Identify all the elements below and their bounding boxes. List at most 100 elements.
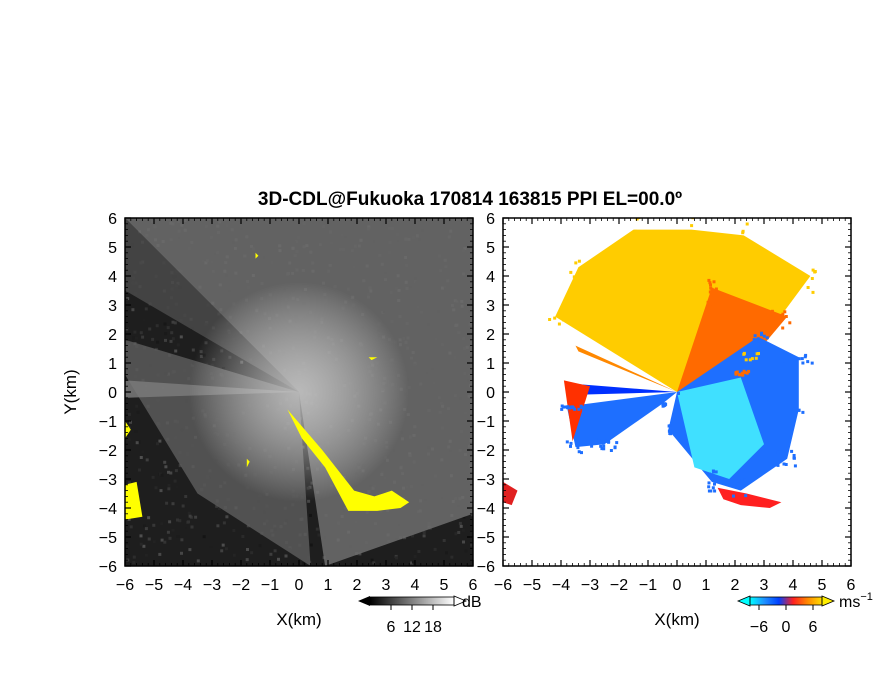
noise-pixel xyxy=(232,553,236,557)
noise-pixel xyxy=(125,327,129,331)
noise-pixel xyxy=(136,474,140,478)
noise-pixel xyxy=(141,335,145,339)
velocity-speck xyxy=(613,445,617,449)
right-colorbar-low-arrow xyxy=(736,595,751,607)
velocity-speck xyxy=(569,270,573,274)
ytick-label: −3 xyxy=(99,472,117,489)
noise-pixel xyxy=(175,485,179,489)
velocity-speck xyxy=(708,472,712,476)
noise-pixel xyxy=(220,549,224,553)
ytick-label: 3 xyxy=(486,298,495,315)
noise-pixel xyxy=(131,336,135,340)
velocity-speck xyxy=(668,429,672,432)
xtick-label: 5 xyxy=(440,577,449,594)
ytick-label: −6 xyxy=(477,559,495,576)
noise-pixel xyxy=(176,518,179,522)
ytick-label: −5 xyxy=(477,530,495,547)
velocity-speck xyxy=(760,331,764,335)
velocity-speck xyxy=(577,407,581,411)
velocity-speck xyxy=(753,334,757,338)
velocity-speck xyxy=(752,338,756,342)
left-colorbar-low-arrow xyxy=(358,596,370,606)
velocity-speck xyxy=(713,482,716,486)
velocity-speck xyxy=(781,312,785,316)
xtick-label: 6 xyxy=(469,577,478,594)
noise-pixel xyxy=(470,543,473,547)
velocity-speck xyxy=(573,282,577,286)
noise-pixel xyxy=(152,523,156,527)
noise-pixel xyxy=(411,534,414,538)
velocity-speck xyxy=(580,451,583,455)
noise-pixel xyxy=(273,549,277,553)
noise-pixel xyxy=(457,531,461,534)
velocity-speck xyxy=(800,357,804,361)
noise-pixel xyxy=(168,536,172,540)
noise-pixel xyxy=(269,552,273,556)
velocity-speck xyxy=(791,291,795,295)
noise-pixel xyxy=(169,471,173,475)
velocity-speck xyxy=(757,352,760,355)
chart-title: 3D-CDL@Fukuoka 170814 163815 PPI EL=00.0… xyxy=(258,189,682,210)
ytick-label: −2 xyxy=(477,443,495,460)
velocity-speck xyxy=(811,290,815,294)
noise-pixel xyxy=(422,534,426,538)
noise-pixel xyxy=(141,450,145,454)
noise-pixel xyxy=(135,404,139,408)
noise-pixel xyxy=(166,530,170,534)
noise-pixel xyxy=(171,320,175,324)
left-panel: −6 −5 −4 −3 −2 −1 0 1 2 3 4 5 6 −6 −5 −4 −3 −2 −1 0 1 2 3 4 5 6 X… xyxy=(61,211,478,629)
noise-pixel xyxy=(147,516,151,520)
xtick-label: 3 xyxy=(382,577,391,594)
xtick-label: −4 xyxy=(174,577,192,594)
noise-pixel xyxy=(164,465,168,469)
xtick-label: −3 xyxy=(203,577,221,594)
noise-pixel xyxy=(171,528,175,532)
noise-pixel xyxy=(139,542,143,546)
noise-pixel xyxy=(135,441,139,445)
velocity-speck xyxy=(735,370,739,374)
velocity-speck xyxy=(770,309,774,313)
velocity-speck xyxy=(771,324,775,328)
velocity-speck xyxy=(743,371,747,374)
noise-pixel xyxy=(137,440,141,444)
noise-pixel xyxy=(358,552,362,556)
noise-pixel xyxy=(132,560,136,564)
xtick-label: −2 xyxy=(232,577,250,594)
xtick-label: −1 xyxy=(261,577,279,594)
ytick-label: 0 xyxy=(486,385,495,402)
noise-pixel xyxy=(178,464,182,468)
noise-pixel xyxy=(144,527,148,531)
xtick-label: −5 xyxy=(523,577,541,594)
ytick-label: 6 xyxy=(108,211,117,228)
velocity-speck xyxy=(690,224,694,228)
velocity-speck xyxy=(707,489,711,493)
left-axis-ticks: −6 −5 −4 −3 −2 −1 0 1 2 3 4 5 6 −6 −5 −4 −3 −2 −1 0 1 2 3 4 5 6 xyxy=(99,211,478,594)
velocity-speck xyxy=(741,231,745,235)
velocity-speck xyxy=(707,278,711,282)
ytick-label: 1 xyxy=(486,356,495,373)
noise-pixel xyxy=(167,487,171,491)
noise-pixel xyxy=(232,529,236,532)
velocity-speck xyxy=(784,315,788,318)
velocity-speck xyxy=(560,407,564,411)
noise-pixel xyxy=(158,552,162,556)
noise-pixel xyxy=(166,326,170,330)
velocity-speck xyxy=(633,240,636,244)
noise-pixel xyxy=(156,340,160,344)
noise-pixel xyxy=(127,438,131,442)
noise-pixel xyxy=(155,324,159,328)
velocity-speck xyxy=(576,446,580,450)
noise-pixel xyxy=(151,475,155,479)
velocity-speck xyxy=(632,243,636,247)
ytick-label: 0 xyxy=(108,385,117,402)
velocity-speck xyxy=(568,406,572,410)
velocity-speck xyxy=(563,312,567,316)
noise-pixel xyxy=(171,337,175,341)
noise-pixel xyxy=(188,514,192,518)
velocity-speck xyxy=(577,259,581,263)
colorbar-tick-label: 6 xyxy=(809,619,818,636)
velocity-speck xyxy=(776,463,780,467)
left-colorbar-unit: dB xyxy=(462,594,482,611)
noise-pixel xyxy=(302,561,306,565)
velocity-region-strong-approaching xyxy=(566,383,677,395)
